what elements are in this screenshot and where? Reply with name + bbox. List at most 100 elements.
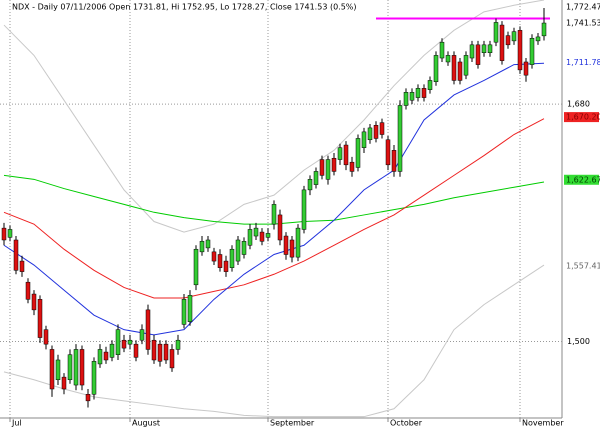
candle-body <box>97 349 103 365</box>
candle-body <box>517 30 523 71</box>
candle-body <box>205 239 211 249</box>
candle-body <box>295 227 301 258</box>
candle-body <box>259 231 265 242</box>
candle-body <box>469 44 475 59</box>
price-label-box <box>564 18 599 29</box>
indicator-line <box>3 0 545 233</box>
candle-body <box>415 88 421 98</box>
candle-body <box>163 343 169 361</box>
candle-body <box>265 233 271 238</box>
candle-body <box>319 159 325 176</box>
candle-body <box>25 281 31 300</box>
candle-body <box>91 361 97 395</box>
candle-body <box>523 61 529 76</box>
candle-body <box>199 241 205 253</box>
candle-body <box>187 295 193 322</box>
candle-body <box>253 227 259 237</box>
candle-body <box>481 44 487 53</box>
price-label: 1,557.41 <box>566 261 600 270</box>
price-label-box <box>564 112 599 123</box>
candle-body <box>391 150 397 172</box>
candle-body <box>337 147 343 160</box>
x-tick-label: September <box>270 419 315 427</box>
candle-body <box>139 329 145 341</box>
candle-body <box>439 41 445 59</box>
price-label-box <box>564 57 599 68</box>
candle-body <box>145 309 151 350</box>
indicator-line <box>3 62 545 336</box>
candle-body <box>223 260 229 272</box>
candle-body <box>1 227 7 241</box>
candle-body <box>133 343 139 358</box>
candle-body <box>499 24 505 61</box>
candle-body <box>67 354 73 381</box>
candle-body <box>463 55 469 76</box>
price-label-box <box>564 260 599 271</box>
price-label: 1,622.67 <box>566 175 600 184</box>
candle-body <box>229 248 235 268</box>
price-label: 1,711.78 <box>566 58 600 67</box>
candle-body <box>181 299 187 325</box>
candle-body <box>325 159 331 180</box>
candle-body <box>61 376 67 390</box>
candle-body <box>541 22 547 37</box>
candle-body <box>511 31 517 42</box>
candle-body <box>379 122 385 135</box>
candle-body <box>355 138 361 168</box>
candle-body <box>175 339 181 350</box>
candle-body <box>301 189 307 230</box>
candle-body <box>115 329 121 355</box>
candle-body <box>367 127 373 141</box>
candle-body <box>397 105 403 172</box>
candle-body <box>409 92 415 101</box>
y-tick-label: 1,680 <box>567 100 590 109</box>
candle-body <box>529 37 535 65</box>
x-tick-label: November <box>522 419 564 427</box>
candle-body <box>13 239 19 271</box>
chart-title: NDX - Daily 07/11/2006 Open 1731.81, Hi … <box>12 3 357 12</box>
candle-body <box>445 55 451 63</box>
candle-body <box>361 131 367 148</box>
candle-body <box>307 179 313 191</box>
candle-body <box>289 239 295 258</box>
candle-body <box>283 235 289 255</box>
candle-body <box>403 92 409 106</box>
indicator-line <box>3 118 545 299</box>
candle-body <box>373 125 379 139</box>
candle-body <box>43 329 49 345</box>
candle-body <box>487 44 493 53</box>
price-label-box <box>564 174 599 185</box>
candle-body <box>505 35 511 46</box>
candle-body <box>37 299 43 338</box>
candle-body <box>331 157 337 172</box>
candle-body <box>313 171 319 185</box>
x-tick-label: Jul <box>11 419 22 427</box>
candle-body <box>475 44 481 65</box>
candle-body <box>235 239 241 262</box>
candle-body <box>271 204 277 225</box>
candle-body <box>493 22 499 43</box>
candle-body <box>535 36 541 42</box>
candle-body <box>457 61 463 81</box>
candle-body <box>241 241 247 255</box>
candle-body <box>7 229 13 238</box>
candle-body <box>193 248 199 286</box>
candle-body <box>343 144 349 166</box>
candle-body <box>211 251 217 262</box>
candle-body <box>421 88 427 98</box>
candle-body <box>247 229 253 246</box>
candle-body <box>433 55 439 83</box>
x-tick-label: October <box>390 419 423 427</box>
candle-body <box>169 349 175 369</box>
candle-body <box>151 339 157 361</box>
candle-body <box>217 254 223 268</box>
candle-body <box>127 339 133 345</box>
candle-body <box>103 351 109 361</box>
price-label: 1,670.20 <box>566 113 600 122</box>
candle-body <box>385 139 391 166</box>
candle-body <box>277 214 283 241</box>
price-label: 1,741.53 <box>566 19 600 28</box>
candle-body <box>157 343 163 362</box>
